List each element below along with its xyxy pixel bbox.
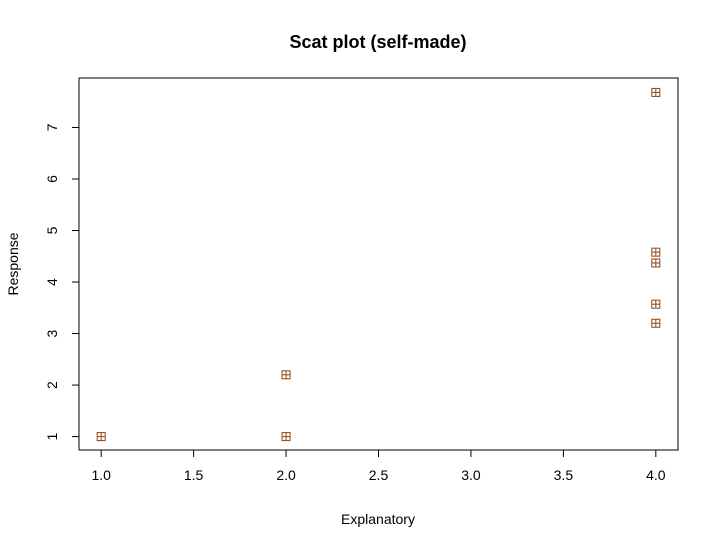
x-tick-label: 1.5 [184,467,204,483]
x-axis-label: Explanatory [341,511,415,527]
x-tick-label: 2.0 [276,467,296,483]
y-tick-label: 2 [44,381,60,389]
x-tick-label: 3.5 [554,467,574,483]
x-axis: 1.0 1.5 2.0 2.5 3.0 3.5 4.0 [91,449,666,483]
y-axis-label: Response [5,232,21,295]
y-tick-label: 3 [44,329,60,337]
data-point [281,432,291,442]
x-tick-label: 1.0 [91,467,111,483]
data-point [651,258,661,268]
y-tick-label: 1 [44,433,60,441]
y-tick-label: 4 [44,278,60,286]
data-point [281,370,291,380]
chart-title: Scat plot (self-made) [289,32,466,52]
y-tick-label: 6 [44,175,60,183]
data-point [651,87,661,97]
y-tick-label: 5 [44,226,60,234]
data-point [96,432,106,442]
data-point [651,299,661,309]
data-point [651,318,661,328]
x-tick-label: 2.5 [369,467,389,483]
y-tick-label: 7 [44,123,60,131]
data-point [651,247,661,257]
y-axis: 1 2 3 4 5 6 7 [44,123,80,441]
x-tick-label: 3.0 [461,467,481,483]
x-tick-label: 4.0 [646,467,666,483]
data-points [96,87,661,442]
